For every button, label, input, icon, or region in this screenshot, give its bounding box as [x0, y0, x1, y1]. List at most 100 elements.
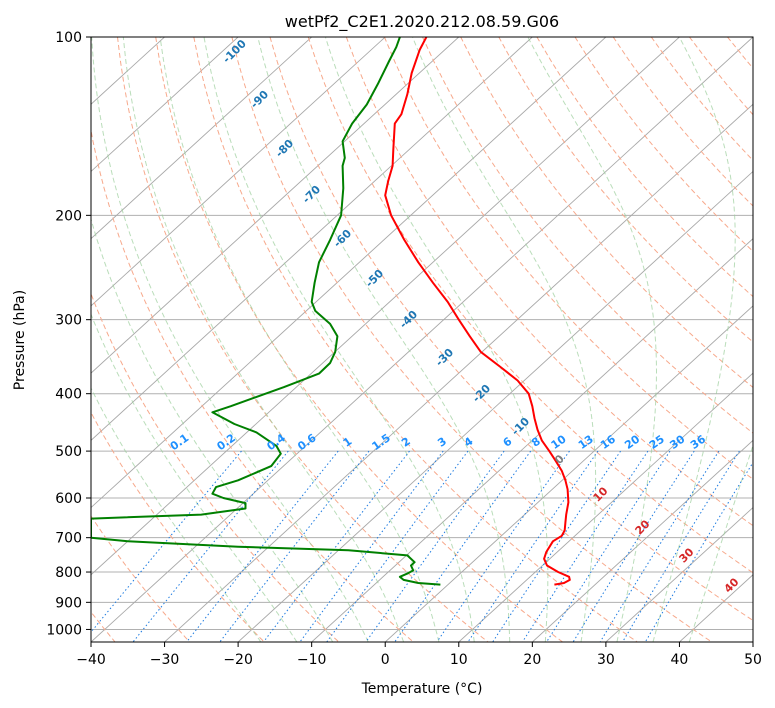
mixing-ratio-line: [326, 450, 469, 642]
y-tick-label: 1000: [46, 622, 82, 638]
moist-adiabat-line: [688, 444, 753, 642]
moist-adiabat-line: [91, 37, 369, 642]
mixing-ratio-label: 25: [647, 433, 667, 452]
x-tick-label: −10: [297, 652, 327, 668]
y-tick-label: 500: [55, 444, 82, 460]
moist-adiabat-line: [91, 313, 298, 642]
mixing-ratio-label: 1.5: [369, 431, 392, 453]
moist-adiabat-line: [91, 217, 334, 642]
dry-adiabat-line: [689, 37, 753, 116]
background-lines: [91, 37, 775, 642]
moist-adiabat-line: [91, 387, 262, 642]
dry-adiabat-line: [766, 37, 775, 642]
dry-adiabat-label: -40: [397, 308, 420, 331]
mixing-ratio-line: [522, 450, 649, 642]
isotherm-line: [91, 37, 534, 441]
dry-adiabat-line: [307, 37, 753, 574]
mixing-ratio-label: 6: [501, 435, 515, 450]
isotherm-line: [532, 439, 753, 642]
mixing-ratio-label: 20: [622, 432, 642, 452]
temperature-profile: [384, 37, 571, 586]
dry-adiabat-line: [383, 37, 753, 480]
x-tick-label: −20: [223, 652, 253, 668]
mixing-ratio-label: 0.6: [295, 431, 319, 453]
x-tick-label: 40: [671, 652, 689, 668]
dry-adiabat-line: [574, 37, 753, 252]
dry-adiabat-line: [91, 292, 340, 642]
dry-adiabat-line: [91, 411, 265, 642]
mixing-ratio-line: [644, 461, 753, 642]
mixing-ratio-label: 4: [462, 435, 476, 450]
series-lines: 0.1 0.2 0.4 0.6 1 1.5 2 3 4 6 8 10 13 16 20 25 30 36-100-…: [91, 37, 742, 596]
moist-adiabat-line: [527, 37, 657, 642]
moist-adiabat-line: [203, 37, 475, 642]
mixing-ratio-line: [436, 450, 570, 642]
x-tick-label: 0: [381, 652, 390, 668]
dry-adiabat-line: [155, 37, 563, 642]
x-axis-ticks: −40 −30 −20 −10 0 10 20 30 40 50: [76, 642, 762, 668]
mixing-ratio-line: [492, 450, 622, 642]
isotherm-line: [91, 37, 681, 576]
mixing-ratio-line: [365, 450, 505, 642]
moist-adiabat-line: [412, 37, 597, 642]
x-tick-label: −40: [76, 652, 106, 668]
dry-adiabat-label: -100: [220, 37, 249, 66]
dry-adiabat-line: [727, 37, 753, 69]
dry-adiabat-line: [536, 37, 753, 298]
y-tick-label: 100: [55, 30, 82, 46]
isotherm-line: [384, 305, 753, 642]
y-tick-label: 600: [55, 491, 82, 507]
dry-adiabat-label: -80: [273, 137, 296, 160]
y-axis-label: Pressure (hPa): [12, 290, 28, 390]
mixing-ratio-line: [599, 450, 720, 642]
chart-title: wetPf2_C2E1.2020.212.08.59.G06: [285, 12, 559, 32]
y-tick-label: 800: [55, 565, 82, 581]
y-tick-label: 200: [55, 208, 82, 224]
dry-adiabat-line: [193, 37, 638, 642]
mixing-ratio-line: [263, 450, 410, 642]
dry-adiabat-line: [231, 37, 712, 642]
moist-adiabat-line: [257, 37, 511, 642]
isotherm-line: [91, 37, 313, 240]
x-tick-label: 50: [744, 652, 762, 668]
x-tick-label: 10: [450, 652, 468, 668]
dry-adiabat-line: [498, 37, 753, 343]
isotherm-line: [605, 506, 753, 642]
dry-adiabat-line: [650, 37, 753, 162]
moist-adiabat-line: [324, 37, 549, 642]
dry-adiabat-line: [91, 515, 190, 642]
x-tick-label: −30: [150, 652, 180, 668]
mixing-ratio-line: [299, 450, 444, 642]
mixing-ratio-label: 0.4: [264, 431, 288, 453]
moist-adiabat-line: [159, 37, 440, 642]
dry-adiabat-label: 40: [722, 575, 742, 595]
isotherm-line: [679, 574, 753, 642]
x-tick-label: 20: [523, 652, 541, 668]
mixing-ratio-label: 3: [435, 435, 449, 450]
x-tick-label: 30: [597, 652, 615, 668]
mixing-ratio-label: 36: [688, 432, 708, 452]
isotherm-line: [91, 37, 753, 642]
dry-adiabat-label: 30: [677, 545, 697, 565]
dry-adiabat-label: -70: [300, 183, 323, 206]
dry-adiabat-line: [91, 127, 414, 642]
y-tick-label: 400: [55, 387, 82, 403]
isotherm-line: [91, 37, 607, 509]
dry-adiabat-line: [422, 37, 753, 434]
moist-adiabat-line: [122, 37, 405, 642]
mixing-ratio-line: [132, 450, 289, 642]
dry-adiabat-line: [345, 37, 753, 527]
mixing-ratio-line: [622, 450, 740, 642]
isotherm-line: [237, 170, 753, 642]
isotherm-line: [752, 641, 753, 642]
mixing-ratio-label: 10: [549, 432, 569, 452]
moist-adiabat-line: [652, 37, 736, 642]
y-tick-label: 700: [55, 531, 82, 547]
dry-adiabat-label: -50: [363, 267, 386, 290]
mixing-ratio-label: 0.2: [215, 431, 238, 453]
y-tick-label: 300: [55, 313, 82, 329]
isotherm-line: [311, 238, 753, 642]
y-axis-ticks: 100 200 300 400 500 600 700 800 900 1000: [46, 30, 91, 638]
isotherm-line: [164, 103, 753, 642]
mixing-ratio-label: 2: [399, 435, 413, 450]
